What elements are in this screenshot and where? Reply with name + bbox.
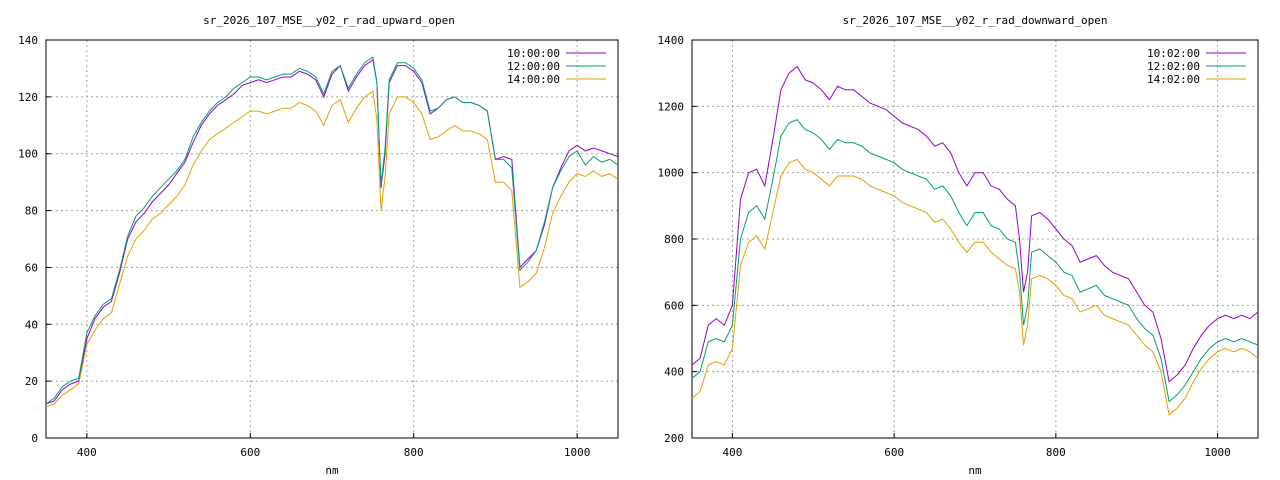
series-layer [45,56,619,408]
tick-labels: 400 600 800 1000 0 20 40 60 80 100 120 140 [18,34,590,459]
y-tick-label: 0 [31,432,38,445]
y-tick-label: 1200 [658,100,685,113]
y-tick-label: 80 [25,205,38,218]
series-line-2 [691,158,1259,416]
x-tick-label: 1000 [1204,446,1231,459]
x-tick-label: 600 [240,446,260,459]
x-tick-label: 400 [77,446,97,459]
y-tick-label: 20 [25,375,38,388]
series-line-0 [45,59,619,405]
x-tick-label: 400 [722,446,742,459]
series-line-1 [691,118,1259,403]
legend-label-0: 10:00:00 [507,47,560,60]
tick-labels: 400 600 800 1000 200 400 600 800 1000 1200 1400 [658,34,1231,459]
x-tick-label: 1000 [564,446,591,459]
y-tick-label: 1400 [658,34,685,47]
y-tick-label: 800 [664,233,684,246]
y-tick-label: 400 [664,366,684,379]
plot-frame [45,39,619,439]
legend-label-0: 10:02:00 [1147,47,1200,60]
chart-title: sr_2026_107_MSE__y02_r_rad_upward_open [203,14,455,27]
x-tick-label: 600 [884,446,904,459]
legend-label-1: 12:00:00 [507,60,560,73]
x-axis-label: nm [968,464,982,477]
legend-label-2: 14:00:00 [507,73,560,86]
y-tick-label: 120 [18,91,38,104]
chart-title: sr_2026_107_MSE__y02_r_rad_downward_open [843,14,1108,27]
series-layer [691,65,1259,416]
series-line-0 [691,65,1259,383]
x-tick-label: 800 [1046,446,1066,459]
y-tick-label: 60 [25,261,38,274]
y-tick-label: 600 [664,299,684,312]
legend-label-1: 12:02:00 [1147,60,1200,73]
series-line-2 [45,90,619,408]
chart-downward: sr_2026_107_MSE__y02_r_rad_downward_open… [658,14,1259,477]
x-tick-label: 800 [404,446,424,459]
y-tick-label: 40 [25,318,38,331]
y-tick-label: 140 [18,34,38,47]
y-tick-label: 100 [18,148,38,161]
legend-label-2: 14:02:00 [1147,73,1200,86]
y-tick-label: 1000 [658,167,685,180]
y-tick-label: 200 [664,432,684,445]
grid [46,40,618,438]
series-line-1 [45,56,619,405]
x-axis-label: nm [325,464,339,477]
chart-upward: sr_2026_107_MSE__y02_r_rad_upward_open 4… [18,14,619,477]
